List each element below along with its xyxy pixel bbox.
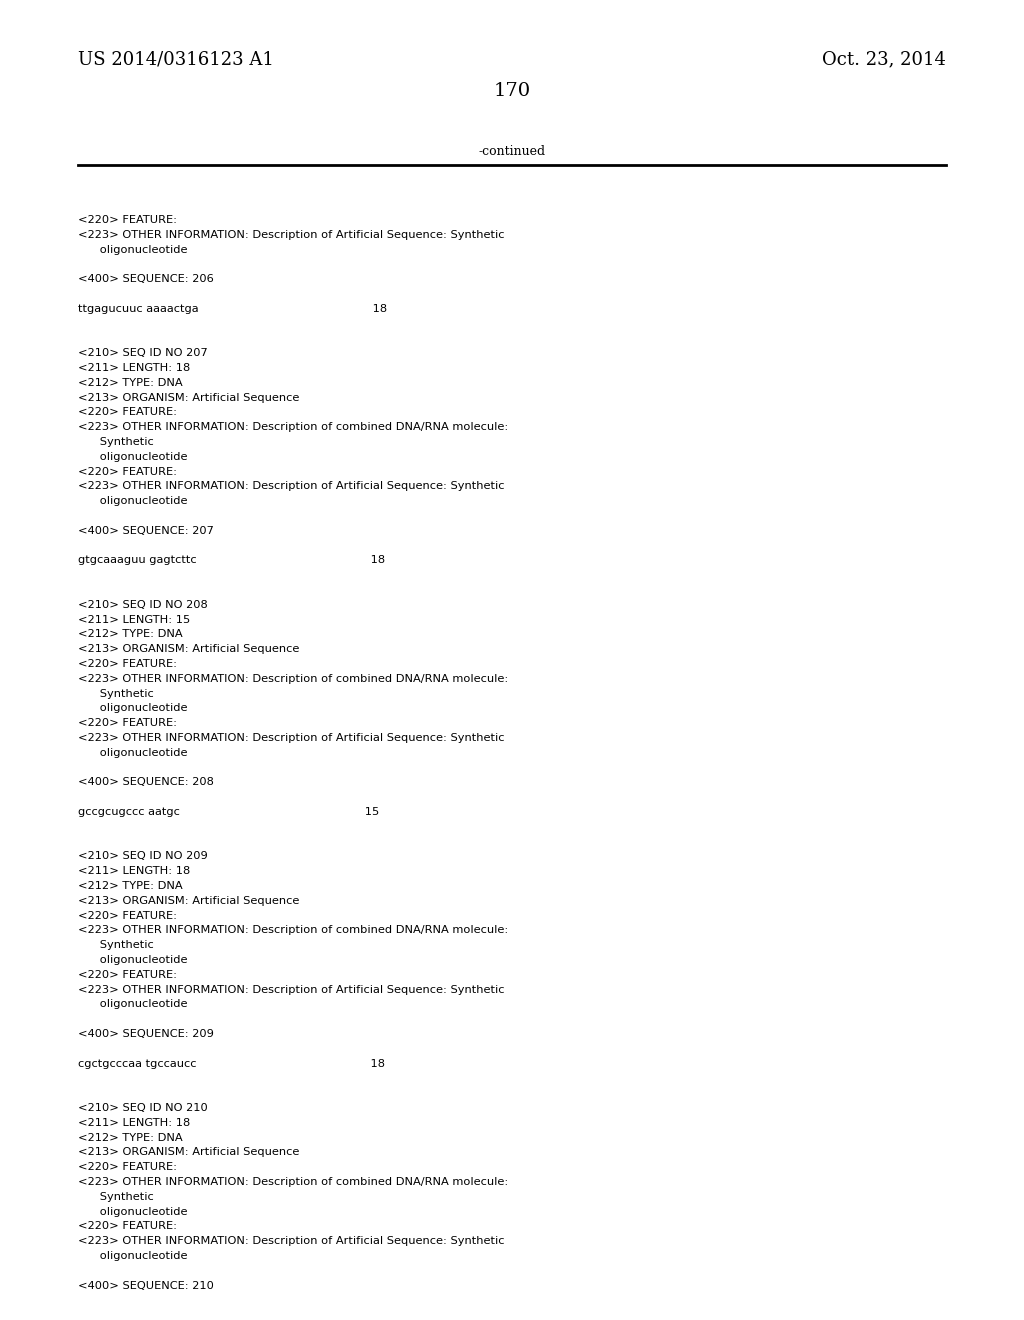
Text: oligonucleotide: oligonucleotide bbox=[78, 748, 187, 758]
Text: <211> LENGTH: 18: <211> LENGTH: 18 bbox=[78, 866, 190, 876]
Text: oligonucleotide: oligonucleotide bbox=[78, 496, 187, 506]
Text: Synthetic: Synthetic bbox=[78, 1192, 154, 1201]
Text: <223> OTHER INFORMATION: Description of Artificial Sequence: Synthetic: <223> OTHER INFORMATION: Description of … bbox=[78, 230, 505, 240]
Text: Synthetic: Synthetic bbox=[78, 689, 154, 698]
Text: <223> OTHER INFORMATION: Description of combined DNA/RNA molecule:: <223> OTHER INFORMATION: Description of … bbox=[78, 925, 508, 936]
Text: <220> FEATURE:: <220> FEATURE: bbox=[78, 408, 177, 417]
Text: <220> FEATURE:: <220> FEATURE: bbox=[78, 970, 177, 979]
Text: <223> OTHER INFORMATION: Description of Artificial Sequence: Synthetic: <223> OTHER INFORMATION: Description of … bbox=[78, 985, 505, 994]
Text: oligonucleotide: oligonucleotide bbox=[78, 954, 187, 965]
Text: <211> LENGTH: 15: <211> LENGTH: 15 bbox=[78, 615, 190, 624]
Text: <220> FEATURE:: <220> FEATURE: bbox=[78, 718, 177, 729]
Text: <213> ORGANISM: Artificial Sequence: <213> ORGANISM: Artificial Sequence bbox=[78, 644, 299, 655]
Text: <212> TYPE: DNA: <212> TYPE: DNA bbox=[78, 630, 182, 639]
Text: <220> FEATURE:: <220> FEATURE: bbox=[78, 1162, 177, 1172]
Text: ttgagucuuc aaaactga                                                18: ttgagucuuc aaaactga 18 bbox=[78, 304, 387, 314]
Text: oligonucleotide: oligonucleotide bbox=[78, 244, 187, 255]
Text: <212> TYPE: DNA: <212> TYPE: DNA bbox=[78, 378, 182, 388]
Text: <213> ORGANISM: Artificial Sequence: <213> ORGANISM: Artificial Sequence bbox=[78, 392, 299, 403]
Text: <223> OTHER INFORMATION: Description of combined DNA/RNA molecule:: <223> OTHER INFORMATION: Description of … bbox=[78, 673, 508, 684]
Text: <220> FEATURE:: <220> FEATURE: bbox=[78, 659, 177, 669]
Text: Synthetic: Synthetic bbox=[78, 940, 154, 950]
Text: gtgcaaaguu gagtcttc                                                18: gtgcaaaguu gagtcttc 18 bbox=[78, 556, 385, 565]
Text: cgctgcccaa tgccaucc                                                18: cgctgcccaa tgccaucc 18 bbox=[78, 1059, 385, 1069]
Text: <212> TYPE: DNA: <212> TYPE: DNA bbox=[78, 1133, 182, 1143]
Text: oligonucleotide: oligonucleotide bbox=[78, 451, 187, 462]
Text: oligonucleotide: oligonucleotide bbox=[78, 1251, 187, 1261]
Text: Synthetic: Synthetic bbox=[78, 437, 154, 447]
Text: Oct. 23, 2014: Oct. 23, 2014 bbox=[822, 50, 946, 69]
Text: <220> FEATURE:: <220> FEATURE: bbox=[78, 215, 177, 224]
Text: <223> OTHER INFORMATION: Description of Artificial Sequence: Synthetic: <223> OTHER INFORMATION: Description of … bbox=[78, 482, 505, 491]
Text: <211> LENGTH: 18: <211> LENGTH: 18 bbox=[78, 363, 190, 374]
Text: <400> SEQUENCE: 206: <400> SEQUENCE: 206 bbox=[78, 275, 214, 284]
Text: <212> TYPE: DNA: <212> TYPE: DNA bbox=[78, 880, 182, 891]
Text: <210> SEQ ID NO 208: <210> SEQ ID NO 208 bbox=[78, 599, 208, 610]
Text: <220> FEATURE:: <220> FEATURE: bbox=[78, 1221, 177, 1232]
Text: 170: 170 bbox=[494, 82, 530, 100]
Text: <400> SEQUENCE: 207: <400> SEQUENCE: 207 bbox=[78, 525, 214, 536]
Text: oligonucleotide: oligonucleotide bbox=[78, 999, 187, 1010]
Text: -continued: -continued bbox=[478, 145, 546, 158]
Text: <400> SEQUENCE: 209: <400> SEQUENCE: 209 bbox=[78, 1030, 214, 1039]
Text: <213> ORGANISM: Artificial Sequence: <213> ORGANISM: Artificial Sequence bbox=[78, 1147, 299, 1158]
Text: <223> OTHER INFORMATION: Description of combined DNA/RNA molecule:: <223> OTHER INFORMATION: Description of … bbox=[78, 1177, 508, 1187]
Text: <223> OTHER INFORMATION: Description of Artificial Sequence: Synthetic: <223> OTHER INFORMATION: Description of … bbox=[78, 733, 505, 743]
Text: oligonucleotide: oligonucleotide bbox=[78, 704, 187, 713]
Text: <210> SEQ ID NO 207: <210> SEQ ID NO 207 bbox=[78, 348, 208, 358]
Text: oligonucleotide: oligonucleotide bbox=[78, 1206, 187, 1217]
Text: <400> SEQUENCE: 210: <400> SEQUENCE: 210 bbox=[78, 1280, 214, 1291]
Text: <400> SEQUENCE: 208: <400> SEQUENCE: 208 bbox=[78, 777, 214, 788]
Text: <220> FEATURE:: <220> FEATURE: bbox=[78, 466, 177, 477]
Text: US 2014/0316123 A1: US 2014/0316123 A1 bbox=[78, 50, 273, 69]
Text: <210> SEQ ID NO 210: <210> SEQ ID NO 210 bbox=[78, 1104, 208, 1113]
Text: <211> LENGTH: 18: <211> LENGTH: 18 bbox=[78, 1118, 190, 1127]
Text: <213> ORGANISM: Artificial Sequence: <213> ORGANISM: Artificial Sequence bbox=[78, 896, 299, 906]
Text: <210> SEQ ID NO 209: <210> SEQ ID NO 209 bbox=[78, 851, 208, 862]
Text: <223> OTHER INFORMATION: Description of Artificial Sequence: Synthetic: <223> OTHER INFORMATION: Description of … bbox=[78, 1237, 505, 1246]
Text: <223> OTHER INFORMATION: Description of combined DNA/RNA molecule:: <223> OTHER INFORMATION: Description of … bbox=[78, 422, 508, 432]
Text: <220> FEATURE:: <220> FEATURE: bbox=[78, 911, 177, 920]
Text: gccgcugccc aatgc                                                   15: gccgcugccc aatgc 15 bbox=[78, 807, 379, 817]
